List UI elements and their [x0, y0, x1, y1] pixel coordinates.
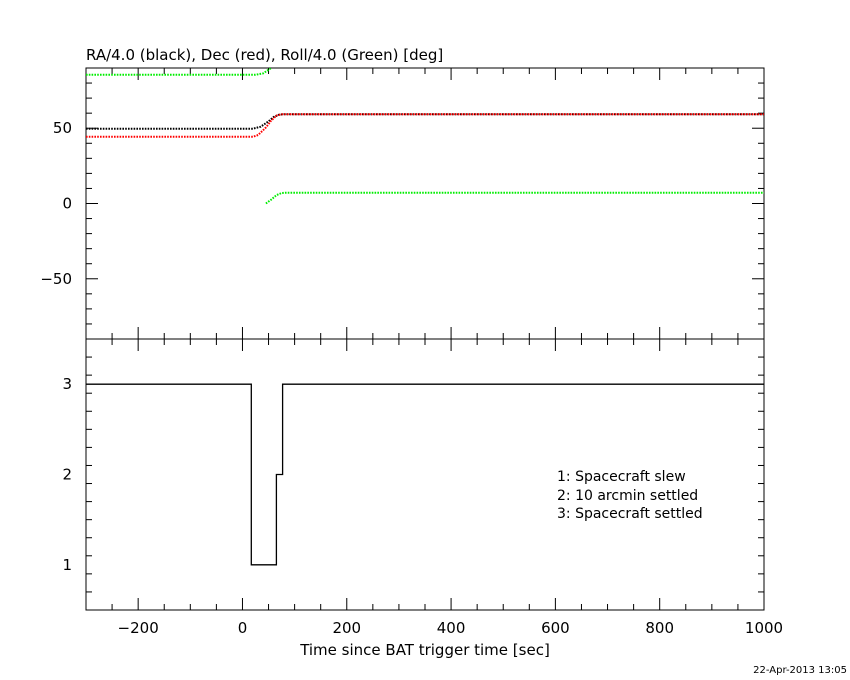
y-tick-label: −50 [40, 270, 72, 288]
series-line [86, 113, 764, 138]
top-panel-series [86, 68, 764, 205]
top-panel-ticks [85, 67, 765, 340]
y-tick-label: 50 [53, 119, 72, 137]
x-tick-label: 200 [332, 619, 361, 637]
series-dec [86, 113, 764, 138]
x-tick-label: −200 [118, 619, 159, 637]
y-tick-label: 2 [62, 466, 72, 484]
series-roll-4-0 [86, 68, 764, 205]
status-step-line [86, 383, 764, 566]
y-tick-label: 0 [62, 195, 72, 213]
series-line [86, 68, 272, 76]
x-tick-label: 1000 [745, 619, 783, 637]
legend-line-2: 2: 10 arcmin settled [557, 488, 698, 504]
x-tick-label: 400 [437, 619, 466, 637]
bottom-panel-ticks [85, 338, 765, 611]
x-tick-label: 0 [238, 619, 248, 637]
bottom-panel-series [86, 383, 764, 566]
y-tick-label: 1 [62, 556, 72, 574]
legend-line-1: 1: Spacecraft slew [557, 469, 686, 485]
y-tick-label: 3 [62, 375, 72, 393]
series-line [265, 191, 764, 205]
legend-line-3: 3: Spacecraft settled [557, 506, 703, 522]
top-panel-title: RA/4.0 (black), Dec (red), Roll/4.0 (Gre… [86, 46, 443, 64]
timestamp: 22-Apr-2013 13:05 [753, 665, 847, 676]
x-axis-label: Time since BAT trigger time [sec] [299, 641, 550, 659]
top-panel-frame [85, 67, 765, 340]
x-tick-label: 600 [541, 619, 570, 637]
x-tick-label: 800 [645, 619, 674, 637]
status-legend: 1: Spacecraft slew 2: 10 arcmin settled … [557, 469, 703, 522]
x-tick-labels: −200 0 200 400 600 800 1000 [118, 619, 784, 637]
top-y-tick-labels: −50 0 50 [40, 119, 72, 288]
series-line [86, 113, 764, 130]
bottom-y-tick-labels: 1 2 3 [62, 375, 72, 574]
series-ra-4-0 [86, 113, 764, 130]
